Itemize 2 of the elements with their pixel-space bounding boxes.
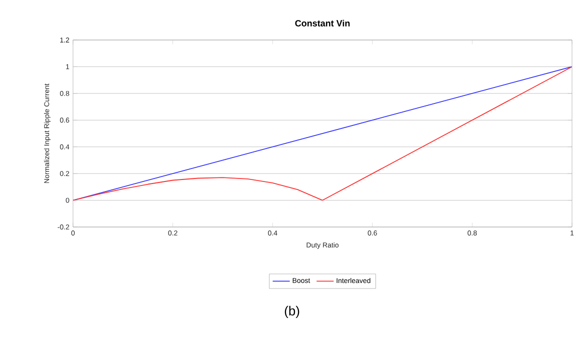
text: (b) bbox=[284, 306, 300, 318]
chart-title: Constant Vin bbox=[295, 20, 350, 26]
